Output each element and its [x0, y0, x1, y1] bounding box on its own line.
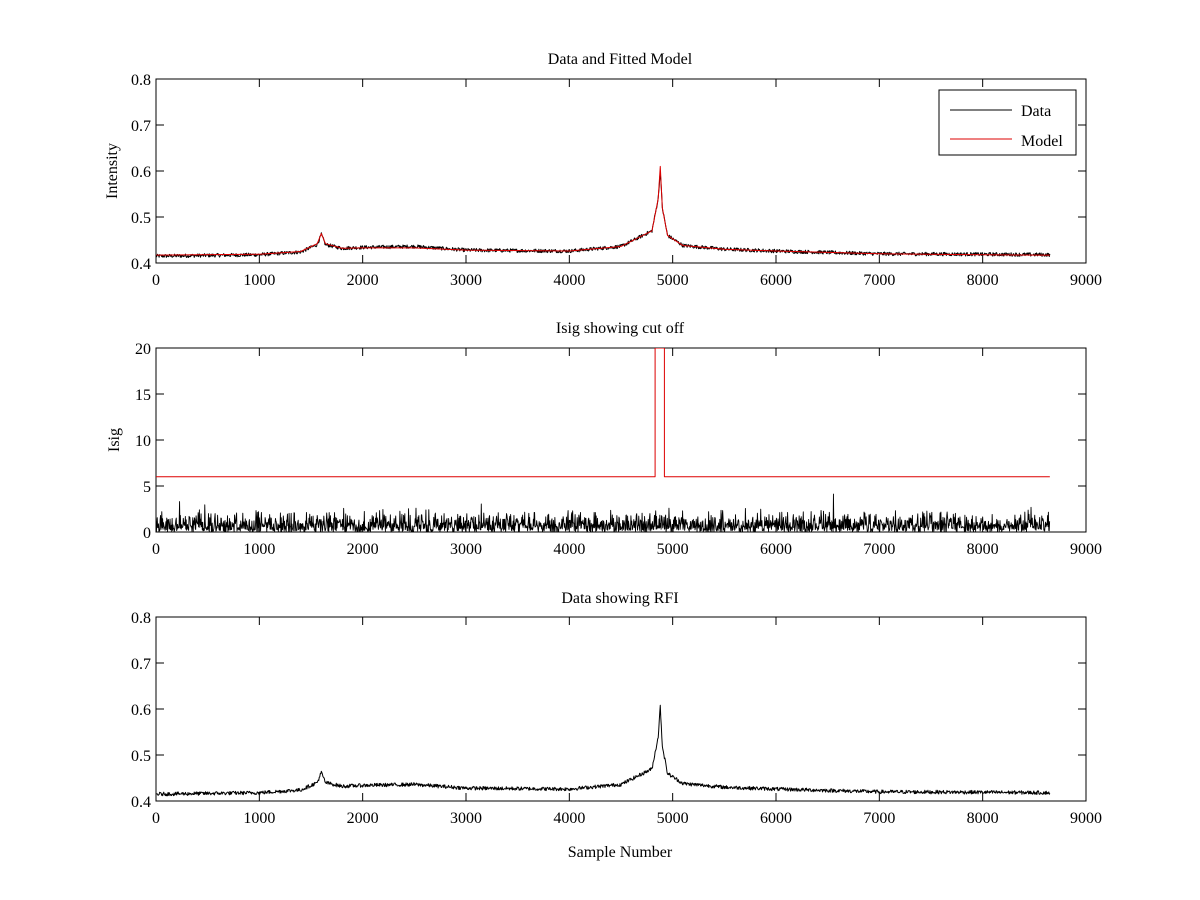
legend-label-model: Model [1021, 133, 1063, 150]
x-tick-label: 2000 [347, 541, 379, 558]
y-tick-label: 0.8 [131, 72, 151, 89]
model-line [156, 165, 1050, 256]
y-tick-label: 5 [143, 479, 151, 496]
x-tick-label: 9000 [1070, 272, 1102, 289]
y-tick-label: 0.6 [131, 164, 151, 181]
y-tick-label: 0.4 [131, 794, 151, 811]
x-tick-label: 5000 [657, 541, 689, 558]
legend: Data Model [938, 89, 1077, 156]
y-tick-label: 0.7 [131, 656, 151, 673]
series-0-line [156, 704, 1051, 797]
series-group [156, 704, 1051, 797]
x-tick-label: 3000 [450, 272, 482, 289]
x-tick-label: 0 [152, 541, 160, 558]
x-tick-label: 1000 [243, 810, 275, 827]
panel-isig-cutoff: Isig showing cut off Isig 0 1000 2000 3000 4… [106, 320, 1102, 558]
plot-area: 0 1000 2000 3000 4000 5000 6000 7000 8000 9000 0.4… [131, 72, 1102, 289]
y-tick-label: 10 [135, 433, 151, 450]
x-tick-label: 4000 [553, 541, 585, 558]
x-tick-label: 3000 [450, 810, 482, 827]
x-tick-label: 1000 [243, 541, 275, 558]
x-tick-label: 8000 [967, 541, 999, 558]
y-tick-label: 0.5 [131, 210, 151, 227]
x-tick-label: 8000 [967, 810, 999, 827]
series-group [156, 165, 1051, 258]
x-tick-label: 0 [152, 810, 160, 827]
panel-data-showing-rfi: Data showing RFI Sample Number 0 1000 2000… [131, 590, 1102, 861]
y-axis-label: Isig [106, 428, 123, 452]
x-tick-label: 0 [152, 272, 160, 289]
legend-box [938, 89, 1077, 156]
y-tick-label: 0 [143, 525, 151, 542]
y-tick-label: 0.6 [131, 702, 151, 719]
x-tick-label: 1000 [243, 272, 275, 289]
panel-title: Data showing RFI [561, 590, 678, 607]
y-tick-label: 20 [135, 341, 151, 358]
x-tick-label: 3000 [450, 541, 482, 558]
x-tick-label: 4000 [553, 272, 585, 289]
y-axis-label: Intensity [104, 143, 121, 199]
x-tick-label: 5000 [657, 272, 689, 289]
x-tick-label: 5000 [657, 810, 689, 827]
x-tick-label: 6000 [760, 272, 792, 289]
x-tick-label: 7000 [863, 272, 895, 289]
x-tick-label: 9000 [1070, 810, 1102, 827]
series-1-line [156, 348, 1050, 478]
plot-area: 0 1000 2000 3000 4000 5000 6000 7000 8000 9000 0 5 1… [135, 341, 1102, 558]
panel-title: Data and Fitted Model [548, 51, 693, 68]
legend-label-data: Data [1021, 103, 1051, 120]
x-tick-label: 4000 [553, 810, 585, 827]
x-tick-label: 6000 [760, 541, 792, 558]
y-tick-label: 0.4 [131, 256, 151, 273]
x-axis-label: Sample Number [568, 844, 673, 861]
y-tick-label: 15 [135, 387, 151, 404]
plot-area: 0 1000 2000 3000 4000 5000 6000 7000 8000 9000 0.4… [131, 610, 1102, 827]
y-tick-label: 0.7 [131, 118, 151, 135]
y-tick-label: 0.5 [131, 748, 151, 765]
x-tick-label: 6000 [760, 810, 792, 827]
x-tick-label: 2000 [347, 272, 379, 289]
x-tick-label: 2000 [347, 810, 379, 827]
x-tick-label: 7000 [863, 810, 895, 827]
x-tick-label: 9000 [1070, 541, 1102, 558]
x-tick-label: 8000 [967, 272, 999, 289]
panel-data-and-fitted-model: Data and Fitted Model Intensity 0 1000 200… [104, 51, 1102, 289]
series-group [156, 348, 1051, 532]
series-0-line [156, 493, 1051, 532]
panel-title: Isig showing cut off [556, 320, 685, 337]
y-tick-label: 0.8 [131, 610, 151, 627]
x-tick-label: 7000 [863, 541, 895, 558]
